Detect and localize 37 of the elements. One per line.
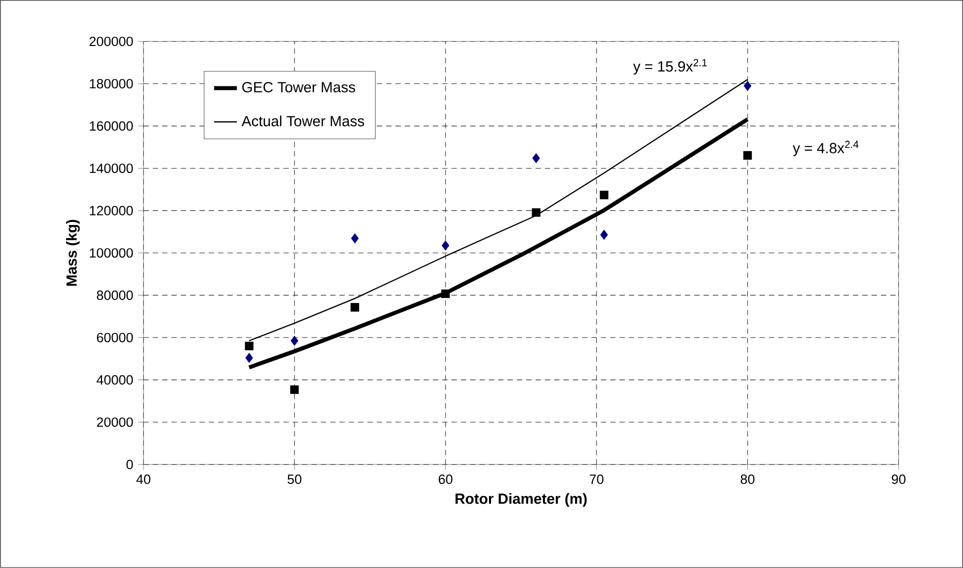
y-tick-label: 140000	[90, 164, 133, 174]
point	[600, 190, 608, 200]
y-tick-label: 40000	[96, 375, 133, 385]
legend-label: Actual Tower Mass	[242, 116, 364, 126]
x-tick-label: 50	[288, 474, 302, 484]
legend-label: GEC Tower Mass	[242, 82, 356, 92]
point	[744, 80, 752, 91]
point	[351, 233, 359, 244]
y-tick-label: 180000	[90, 79, 133, 88]
x-tick-label: 80	[740, 474, 754, 484]
point	[532, 208, 540, 217]
y-tick-label: 0	[126, 460, 133, 470]
point	[290, 336, 298, 346]
point	[600, 230, 608, 240]
y-tick-label: 200000	[90, 36, 133, 46]
point	[245, 352, 253, 363]
y-tick-label: 160000	[90, 121, 133, 131]
y-axis-title: Mass (kg)	[66, 220, 80, 286]
x-axis-title: Rotor Diameter (m)	[456, 493, 587, 507]
x-tick-label: 90	[892, 474, 906, 484]
point	[441, 290, 450, 298]
point	[350, 303, 360, 312]
y-tick-label: 20000	[96, 418, 133, 427]
y-tick-label: 80000	[96, 290, 133, 300]
x-tick-label: 70	[590, 474, 604, 484]
y-tick-label: 60000	[96, 332, 133, 342]
y-tick-label: 120000	[90, 206, 133, 216]
annotation: y = 15.9x$^{2.1}$	[633, 59, 707, 75]
point	[290, 385, 299, 394]
x-tick-label: 40	[136, 474, 150, 484]
point	[743, 151, 752, 160]
point	[244, 342, 254, 350]
y-tick-label: 100000	[90, 248, 133, 258]
annotation: y = 4.8x$^{2.4}$	[792, 140, 858, 156]
x-tick-label: 60	[438, 474, 452, 484]
point	[442, 240, 450, 251]
point	[532, 153, 540, 164]
